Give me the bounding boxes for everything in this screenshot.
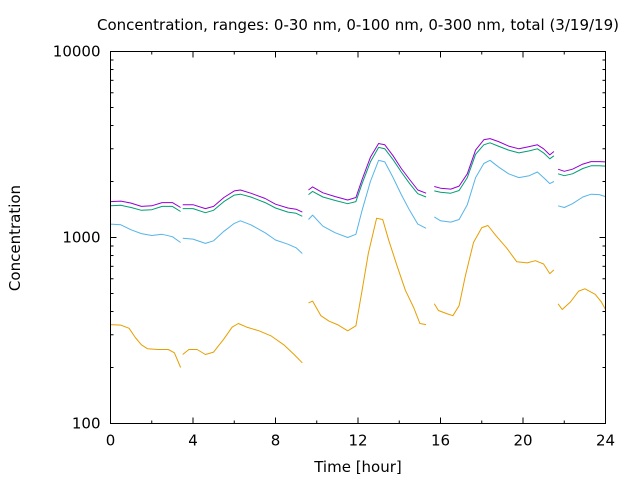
series-1-segment: [308, 217, 427, 332]
series-2-segment: [557, 193, 606, 208]
chart-title: Concentration, ranges: 0-30 nm, 0-100 nm…: [97, 16, 619, 34]
series-4-segment: [308, 143, 427, 201]
plot-frame: [110, 51, 606, 424]
x-tick-label: 0: [106, 432, 116, 450]
y-axis-label: Concentration: [6, 185, 24, 291]
series-3-segment: [182, 193, 303, 217]
series-4-segment: [557, 161, 606, 172]
series-1-segment: [557, 288, 606, 310]
x-tick-label: 8: [271, 432, 281, 450]
series-2-line: [110, 159, 606, 254]
series-3-segment: [110, 204, 181, 212]
x-axis-label: Time [hour]: [313, 458, 402, 476]
x-tick-label: 20: [513, 432, 532, 450]
series-4-line: [110, 138, 606, 213]
x-tick-label: 16: [431, 432, 450, 450]
series-4-segment: [182, 189, 303, 213]
series-1-line: [110, 217, 606, 368]
series-4-segment: [434, 138, 555, 190]
series-2-segment: [182, 220, 303, 254]
x-tick-label: 24: [596, 432, 615, 450]
y-tick-label: 10000: [53, 43, 101, 61]
series-1-segment: [110, 324, 182, 368]
x-tick-label: 12: [348, 432, 367, 450]
series-1-segment: [182, 323, 303, 364]
series-2-segment: [308, 159, 427, 238]
series-2-segment: [434, 159, 555, 223]
series-3-segment: [434, 142, 555, 194]
series-3-line: [110, 142, 606, 217]
series-1-segment: [433, 225, 555, 317]
series-2-segment: [110, 223, 181, 243]
axes: 0 4 8 12 16 20 24 100 1000 10000: [53, 43, 615, 450]
series-3-segment: [308, 146, 427, 205]
plot-lines: [110, 138, 606, 368]
series-3-segment: [557, 165, 606, 177]
y-tick-label: 100: [72, 415, 101, 433]
x-tick-label: 4: [188, 432, 198, 450]
y-tick-label: 1000: [62, 229, 100, 247]
series-4-segment: [110, 200, 181, 208]
